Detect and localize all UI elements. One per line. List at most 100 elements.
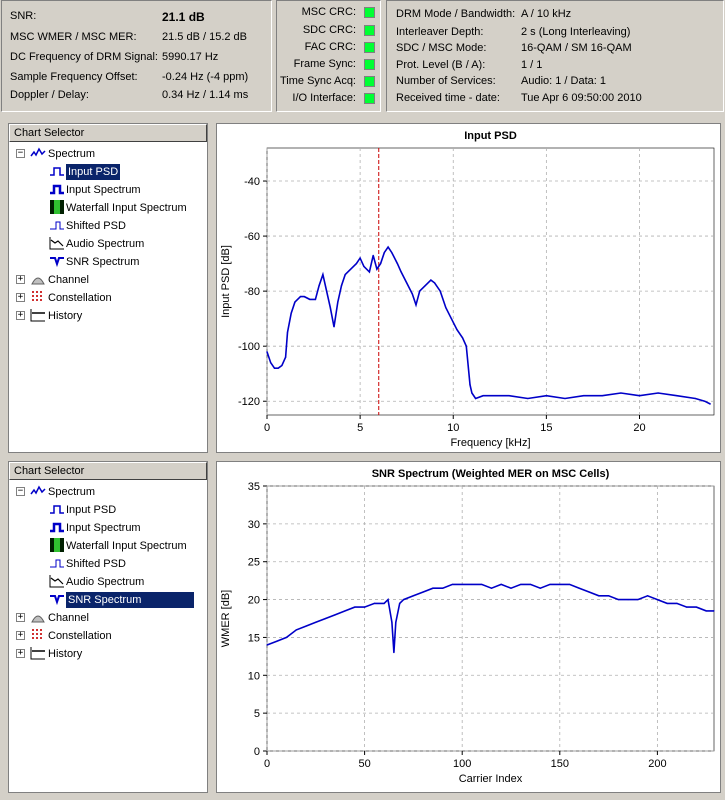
x-tick-label: 15 [540, 422, 552, 434]
snr-spectrum-chart[interactable]: SNR Spectrum (Weighted MER on MSC Cells)… [217, 462, 720, 792]
expand-channel-toggle[interactable]: + [16, 274, 25, 284]
tree-item-constellation[interactable]: Constellation [48, 292, 112, 304]
data-point [424, 285, 426, 287]
tree-item-shifted-psd[interactable]: Shifted PSD [66, 220, 126, 232]
data-point [461, 337, 464, 339]
data-point [500, 583, 502, 586]
data-point [273, 367, 276, 369]
snr-spectrum-icon [50, 595, 64, 606]
data-point [620, 392, 622, 394]
waterfall-icon [50, 200, 64, 214]
data-point [326, 290, 328, 292]
tree-item-history[interactable]: History [48, 648, 83, 660]
x-axis-label: Carrier Index [459, 773, 523, 785]
tree-item-waterfall[interactable]: Waterfall Input Spectrum [66, 202, 187, 214]
snr-label: SNR: [10, 10, 37, 22]
data-point [588, 591, 590, 593]
data-point [285, 636, 288, 639]
data-point [656, 598, 658, 601]
x-tick-label: 5 [357, 422, 363, 434]
data-point [686, 606, 688, 608]
y-tick-label: 35 [248, 481, 260, 493]
expand-channel-toggle[interactable]: + [16, 612, 25, 622]
prot-level-value: 1 / 1 [521, 59, 543, 71]
tree-item-snr-spectrum[interactable]: SNR Spectrum [66, 256, 140, 268]
expand-constellation-toggle[interactable]: + [16, 630, 25, 640]
tree-item-waterfall[interactable]: Waterfall Input Spectrum [66, 540, 187, 552]
data-point [294, 301, 296, 303]
tree-item-audio-spectrum[interactable]: Audio Spectrum [66, 238, 145, 250]
snr-spectrum-icon [50, 257, 64, 268]
data-point [277, 367, 279, 369]
data-point [333, 326, 335, 328]
x-tick-label: 200 [648, 758, 666, 770]
input-psd-chart[interactable]: Input PSD -120 -100 -80 -60 -40 0 5 10 15 20 Freque… [217, 124, 720, 452]
y-tick-label: 10 [248, 670, 260, 682]
expand-history-toggle[interactable]: + [16, 648, 25, 658]
data-point [666, 602, 668, 604]
y-tick-label: 15 [248, 632, 260, 644]
msc-crc-led [364, 7, 375, 18]
data-point [309, 298, 311, 300]
tree-item-spectrum[interactable]: Spectrum [48, 148, 96, 160]
data-point [285, 356, 287, 358]
data-point [442, 587, 444, 589]
input-psd-icon [50, 167, 64, 176]
data-point [520, 583, 522, 586]
y-axis-label: Input PSD [dB] [220, 245, 232, 318]
data-point [329, 307, 331, 309]
collapse-spectrum-toggle[interactable]: − [16, 486, 25, 496]
data-point [315, 621, 317, 623]
tree-item-constellation[interactable]: Constellation [48, 630, 112, 642]
tree-item-spectrum[interactable]: Spectrum [48, 486, 96, 498]
chart-selector-header[interactable]: Chart Selector [9, 124, 207, 142]
sdc-crc-led [364, 25, 375, 36]
data-point [549, 583, 551, 586]
data-point [456, 329, 458, 331]
sdc-msc-mode-label: SDC / MSC Mode: [396, 42, 487, 54]
tree-item-channel[interactable]: Channel [48, 274, 89, 286]
history-icon [30, 309, 45, 322]
expand-history-toggle[interactable]: + [16, 310, 25, 320]
y-tick-label: -100 [238, 341, 260, 353]
tree-item-snr-spectrum[interactable]: SNR Spectrum [66, 592, 194, 608]
data-point [583, 395, 585, 397]
tree-item-input-spectrum[interactable]: Input Spectrum [66, 184, 141, 196]
data-point [527, 397, 529, 400]
tree-item-shifted-psd[interactable]: Shifted PSD [66, 558, 126, 570]
input-psd-chart-panel: Input PSD -120 -100 -80 -60 -40 0 5 10 15 20 Freque… [216, 123, 721, 453]
data-point [290, 312, 292, 314]
tree-item-input-psd[interactable]: Input PSD [66, 504, 117, 516]
y-tick-label: 30 [248, 519, 260, 531]
data-point [373, 602, 375, 604]
dc-frequency-label: DC Frequency of DRM Signal: [10, 51, 158, 63]
data-point [694, 397, 696, 400]
data-point [266, 351, 268, 353]
tree-item-history[interactable]: History [48, 310, 83, 322]
expand-constellation-toggle[interactable]: + [16, 292, 25, 302]
sample-freq-offset-label: Sample Frequency Offset: [10, 71, 138, 83]
data-point [303, 296, 305, 298]
y-tick-label: 20 [248, 595, 260, 607]
tree-item-input-psd[interactable]: Input PSD [66, 164, 121, 180]
data-point [434, 282, 436, 284]
data-point [564, 397, 566, 400]
tree-item-audio-spectrum[interactable]: Audio Spectrum [66, 576, 145, 588]
io-interface-label: I/O Interface: [292, 92, 356, 104]
x-tick-label: 20 [633, 422, 645, 434]
collapse-spectrum-toggle[interactable]: − [16, 148, 25, 158]
data-point [406, 282, 408, 284]
data-point [376, 268, 378, 270]
audio-spectrum-icon [49, 575, 64, 588]
tree-item-input-spectrum[interactable]: Input Spectrum [66, 522, 141, 534]
data-point [399, 602, 401, 604]
data-point [676, 602, 678, 604]
time-sync-led [364, 76, 375, 87]
y-tick-label: 5 [254, 708, 260, 720]
shifted-psd-icon [50, 559, 64, 568]
tree-item-channel[interactable]: Channel [48, 612, 89, 624]
shifted-psd-icon [50, 221, 64, 230]
data-point [393, 651, 395, 654]
x-tick-label: 150 [551, 758, 569, 770]
chart-selector-header[interactable]: Chart Selector [9, 462, 207, 480]
